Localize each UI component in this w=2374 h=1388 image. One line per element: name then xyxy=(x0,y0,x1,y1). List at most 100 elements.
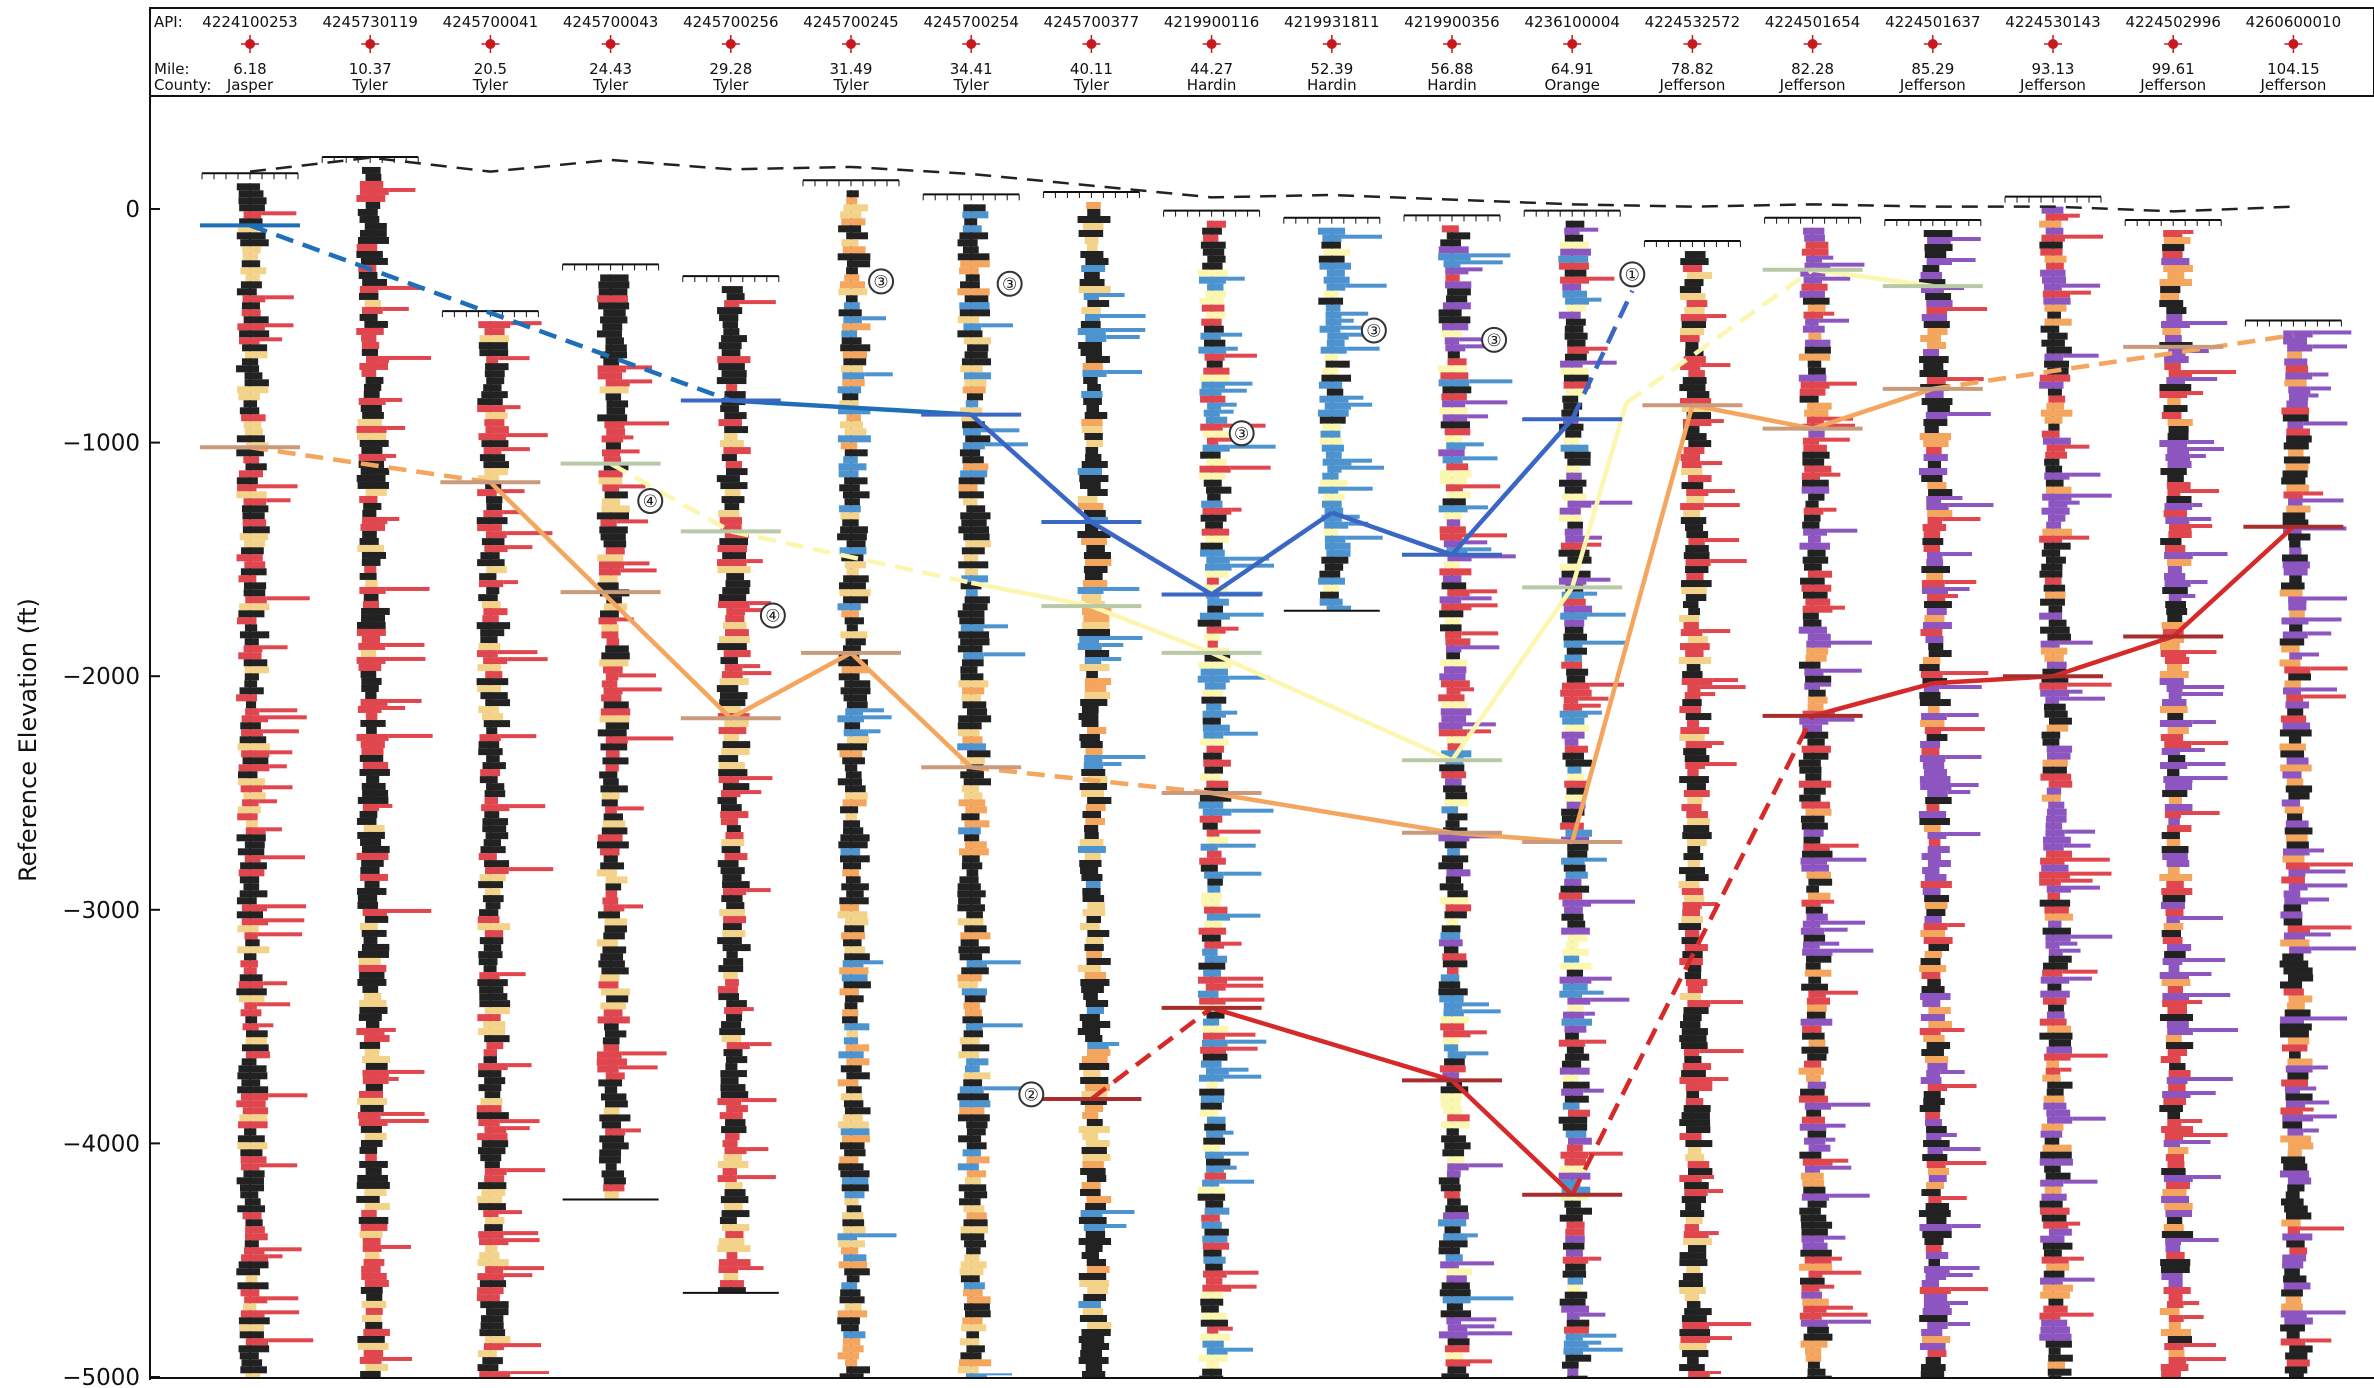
well-log-deflection xyxy=(1467,729,1492,734)
well-log-segment xyxy=(483,657,508,665)
well-log-segment xyxy=(236,365,260,373)
well-log-segment xyxy=(2163,923,2184,931)
well-log-segment xyxy=(1807,703,1824,711)
well-log-segment xyxy=(361,334,377,342)
well-log-segment xyxy=(1565,759,1593,767)
well-log-segment xyxy=(837,911,868,919)
well-log-segment xyxy=(2044,913,2073,921)
well-log-segment xyxy=(2286,428,2311,436)
well-log-segment xyxy=(2282,855,2305,863)
well-log-segment xyxy=(1686,839,1707,847)
well-log-segment xyxy=(243,1170,265,1178)
well-log-segment xyxy=(962,687,985,695)
well-log-segment xyxy=(1440,1184,1461,1192)
well-log-segment xyxy=(1688,370,1705,378)
well-log-segment xyxy=(959,1086,984,1094)
correlation-segment xyxy=(1090,1006,1213,1101)
well-log-segment xyxy=(846,1086,862,1094)
well-log-segment xyxy=(2039,381,2064,389)
well-log-segment xyxy=(2042,290,2071,298)
well-log-segment xyxy=(244,624,258,632)
well-log-segment xyxy=(1078,1216,1107,1224)
well-log-deflection xyxy=(264,323,294,328)
well-log-segment xyxy=(2043,843,2064,851)
well-log-segment xyxy=(720,405,739,413)
well-log-segment xyxy=(359,1041,381,1049)
well-log-deflection xyxy=(2305,932,2331,937)
well-log-segment xyxy=(2041,339,2065,347)
well-log-segment xyxy=(1684,251,1706,259)
well-log-segment xyxy=(1565,220,1585,228)
well-log-segment xyxy=(2165,517,2190,525)
well-log-segment xyxy=(958,1051,980,1059)
well-log-deflection xyxy=(619,484,646,489)
well-log-segment xyxy=(1926,734,1948,742)
well-log-segment xyxy=(1084,1104,1104,1112)
well-log-segment xyxy=(241,715,268,723)
well-log-segment xyxy=(2161,258,2190,266)
well-log-segment xyxy=(1684,972,1702,980)
well-log-segment xyxy=(364,1251,380,1259)
well-log-segment xyxy=(1808,367,1826,375)
well-log-segment xyxy=(597,295,629,303)
well-log-segment xyxy=(1445,1359,1470,1367)
well-log-deflection xyxy=(1819,1284,1835,1289)
well-log-deflection xyxy=(2060,878,2093,883)
well-log-segment xyxy=(1566,472,1582,480)
well-log-segment xyxy=(957,918,984,926)
well-log-segment xyxy=(963,1219,988,1227)
well-log-segment xyxy=(843,575,869,583)
well-log-segment xyxy=(1317,409,1349,417)
well-log-segment xyxy=(1803,1060,1822,1068)
well-log-segment xyxy=(1325,451,1342,459)
well-log-segment xyxy=(2161,748,2181,756)
callout-circle xyxy=(1481,326,1508,353)
well-log-segment xyxy=(1081,621,1110,629)
well-log-segment xyxy=(2162,1189,2187,1197)
well-log-deflection xyxy=(2305,1100,2330,1105)
well-log-segment xyxy=(1078,1125,1110,1133)
callout-label: ③ xyxy=(1234,424,1249,444)
well-log-deflection xyxy=(381,1356,413,1361)
well-log-segment xyxy=(1441,603,1472,611)
well-log-segment xyxy=(242,1303,257,1311)
well-log-segment xyxy=(2162,790,2188,798)
well-log-segment xyxy=(2281,1303,2303,1311)
well-log-segment xyxy=(1926,503,1949,511)
well-log-segment xyxy=(1443,1107,1462,1115)
well-log-segment xyxy=(1078,1237,1112,1245)
well-log-deflection xyxy=(1710,1000,1743,1005)
well-log-segment xyxy=(845,792,868,800)
well-log-segment xyxy=(1927,328,1948,336)
well-log-segment xyxy=(2280,1135,2312,1143)
well-log-segment xyxy=(2167,419,2193,427)
well-log-segment xyxy=(1800,381,1830,389)
well-log-segment xyxy=(244,372,263,380)
well-log-segment xyxy=(241,1044,269,1052)
well-log-segment xyxy=(600,862,625,870)
well-log-segment xyxy=(2286,1002,2305,1010)
well-log-segment xyxy=(2167,986,2184,994)
well-log-segment xyxy=(1206,360,1223,368)
well-log-segment xyxy=(2041,794,2061,802)
well-log-segment xyxy=(358,453,386,461)
well-log-segment xyxy=(2159,384,2192,392)
well-log-segment xyxy=(2289,547,2302,555)
well-log-segment xyxy=(361,747,384,755)
well-log-segment xyxy=(1684,279,1704,287)
well-log-segment xyxy=(2040,1130,2063,1138)
well-log-segment xyxy=(357,901,379,909)
surface-line-group xyxy=(249,156,2294,213)
well-log-segment xyxy=(1923,1294,1948,1302)
well-log-segment xyxy=(966,1121,988,1129)
well-log-segment xyxy=(478,1028,506,1036)
well-log-segment xyxy=(966,1331,980,1339)
well-log-segment xyxy=(962,1016,983,1024)
well-log-deflection xyxy=(1952,258,1976,263)
well-log-segment xyxy=(1200,1333,1230,1341)
well-log-segment xyxy=(1920,1371,1945,1377)
well-log-segment xyxy=(1081,1328,1111,1336)
well-log xyxy=(682,275,780,1294)
header-frame xyxy=(149,7,2374,97)
well-log-segment xyxy=(724,1007,743,1015)
